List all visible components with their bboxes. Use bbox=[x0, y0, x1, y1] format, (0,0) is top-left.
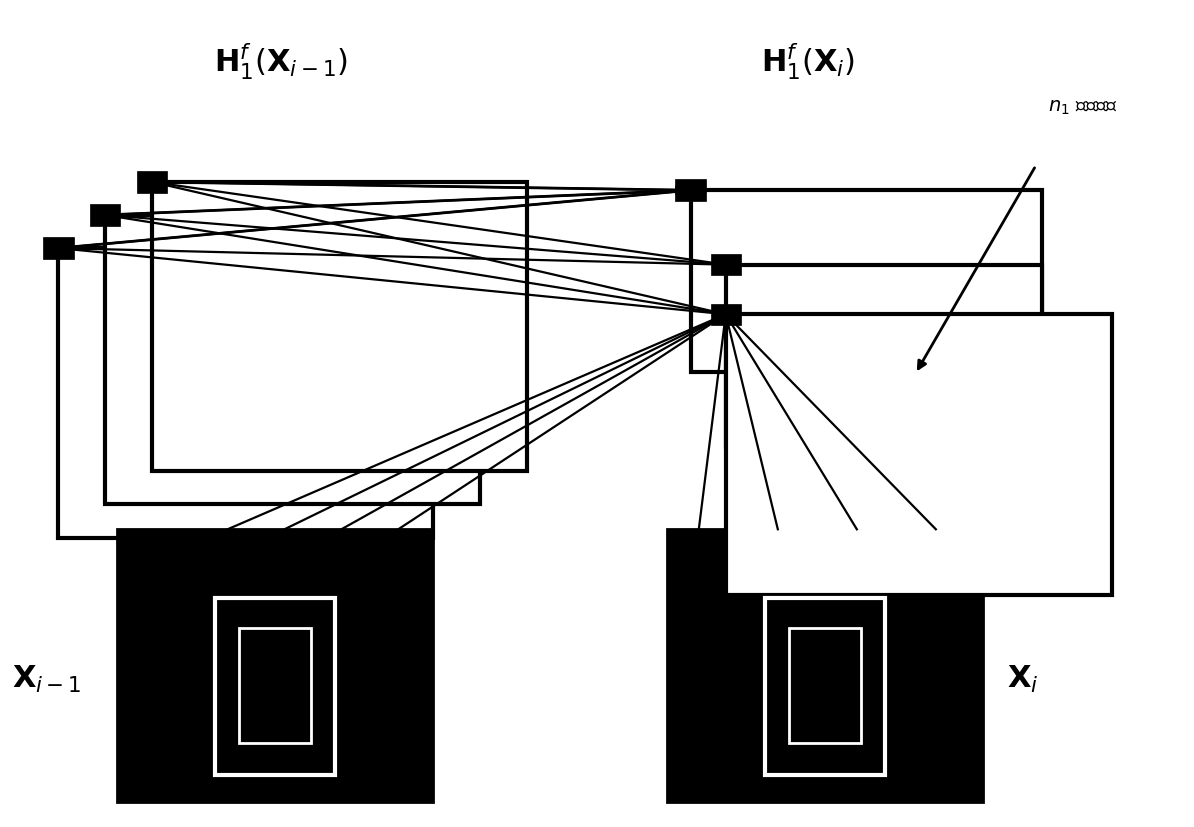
Text: $\mathbf{X}_{i-1}$: $\mathbf{X}_{i-1}$ bbox=[12, 664, 82, 695]
Bar bbox=[105, 215, 480, 504]
Bar bbox=[765, 597, 885, 775]
Bar bbox=[726, 314, 1112, 595]
Bar bbox=[676, 179, 706, 201]
Text: $n_1$ 维度向量: $n_1$ 维度向量 bbox=[1047, 98, 1116, 117]
Bar bbox=[726, 265, 1042, 447]
Bar bbox=[239, 628, 312, 743]
Bar bbox=[152, 182, 527, 471]
Text: $\mathbf{H}_1^f(\mathbf{X}_i)$: $\mathbf{H}_1^f(\mathbf{X}_i)$ bbox=[761, 41, 855, 82]
Bar bbox=[215, 597, 336, 775]
Bar bbox=[690, 190, 1042, 372]
Bar bbox=[43, 237, 74, 259]
Text: $\mathbf{H}_1^f(\mathbf{X}_{i-1})$: $\mathbf{H}_1^f(\mathbf{X}_{i-1})$ bbox=[214, 41, 347, 82]
Bar bbox=[117, 529, 433, 802]
Bar bbox=[667, 529, 984, 802]
Bar bbox=[137, 171, 167, 193]
Bar bbox=[789, 628, 861, 743]
Bar bbox=[710, 304, 741, 325]
Bar bbox=[59, 248, 433, 538]
Text: $\mathbf{X}_i$: $\mathbf{X}_i$ bbox=[1007, 664, 1039, 695]
Bar bbox=[710, 254, 741, 275]
Bar bbox=[90, 204, 121, 226]
